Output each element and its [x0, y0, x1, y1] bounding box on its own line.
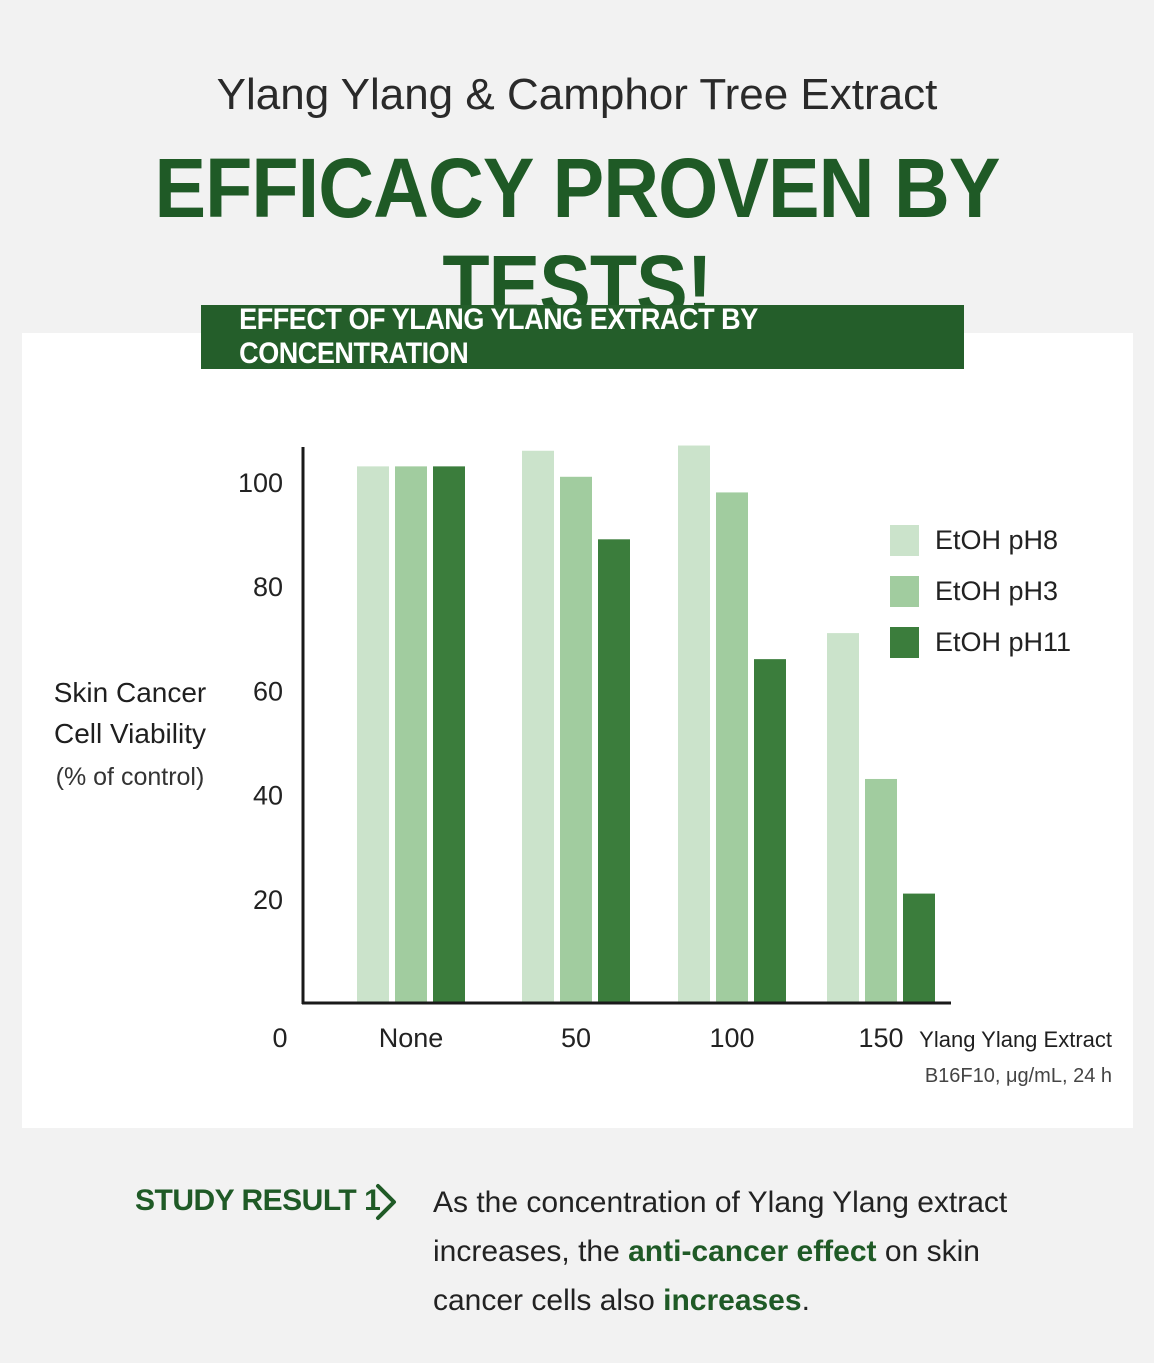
legend-item-3: EtOH pH11 — [890, 617, 1071, 668]
bar-100-series-1 — [678, 445, 710, 1003]
result-highlight-1: anti-cancer effect — [628, 1235, 877, 1268]
bar-150-series-1 — [827, 633, 859, 1003]
result-text-part-3: . — [801, 1284, 810, 1317]
bar-50-series-1 — [522, 450, 554, 1003]
bar-none-series-1 — [357, 466, 389, 1003]
legend-item-2: EtOH pH3 — [890, 566, 1071, 617]
y-axis-label-line-2: Cell Viability — [54, 718, 206, 749]
result-text-part-1: As the concentration of Ylang Ylang extr… — [433, 1186, 1008, 1268]
y-axis-label: Skin Cancer Cell Viability (% of control… — [40, 672, 220, 800]
study-result-label: STUDY RESULT 1 — [135, 1184, 381, 1217]
x-tick-label-150: 150 — [858, 1023, 903, 1053]
chevron-right-icon — [373, 1182, 399, 1227]
y-tick-label-60: 60 — [253, 676, 283, 706]
bar-150-series-3 — [903, 893, 935, 1003]
y-tick-label-80: 80 — [253, 572, 283, 602]
legend-swatch — [890, 576, 919, 607]
bar-none-series-3 — [433, 466, 465, 1003]
page-subtitle: Ylang Ylang & Camphor Tree Extract — [216, 70, 938, 119]
y-tick-label-100: 100 — [238, 468, 283, 498]
x-axis-unit-note: B16F10, μg/mL, 24 h — [924, 1065, 1112, 1087]
legend-label: EtOH pH11 — [935, 627, 1072, 657]
legend-swatch — [890, 525, 919, 556]
bar-100-series-2 — [716, 492, 748, 1003]
legend-swatch — [890, 627, 919, 658]
study-result-text: As the concentration of Ylang Ylang extr… — [433, 1178, 1033, 1325]
legend-label: EtOH pH3 — [935, 576, 1059, 606]
y-tick-label-20: 20 — [253, 885, 283, 915]
origin-tick-label: 0 — [272, 1023, 287, 1053]
chart-title-banner: EFFECT OF YLANG YLANG EXTRACT BY CONCENT… — [201, 303, 964, 370]
result-highlight-2: increases — [663, 1284, 802, 1317]
bar-150-series-2 — [865, 778, 897, 1003]
page-headline: EFFICACY PROVEN BY TESTS! — [154, 141, 1000, 332]
y-axis-label-line-1: Skin Cancer — [53, 677, 207, 708]
result-text-part-2: on skin cancer cells also — [433, 1235, 980, 1317]
bar-none-series-2 — [395, 466, 427, 1003]
bar-50-series-2 — [560, 476, 592, 1003]
x-tick-label-100: 100 — [709, 1023, 754, 1053]
bar-100-series-3 — [754, 659, 786, 1003]
x-tick-label-none: None — [379, 1023, 444, 1053]
y-axis-label-unit: (% of control) — [55, 763, 205, 791]
x-axis-label: Ylang Ylang Extract — [919, 1027, 1112, 1052]
chart-legend: EtOH pH8 EtOH pH3 EtOH pH11 — [890, 515, 1071, 668]
legend-label: EtOH pH8 — [935, 525, 1059, 555]
x-tick-label-50: 50 — [561, 1023, 591, 1053]
legend-item-1: EtOH pH8 — [890, 515, 1071, 566]
x-axis-caption: Ylang Ylang Extract B16F10, μg/mL, 24 h — [880, 1024, 1112, 1096]
bar-50-series-3 — [598, 539, 630, 1003]
chart-title: EFFECT OF YLANG YLANG EXTRACT BY CONCENT… — [239, 303, 758, 370]
y-tick-label-40: 40 — [253, 781, 283, 811]
